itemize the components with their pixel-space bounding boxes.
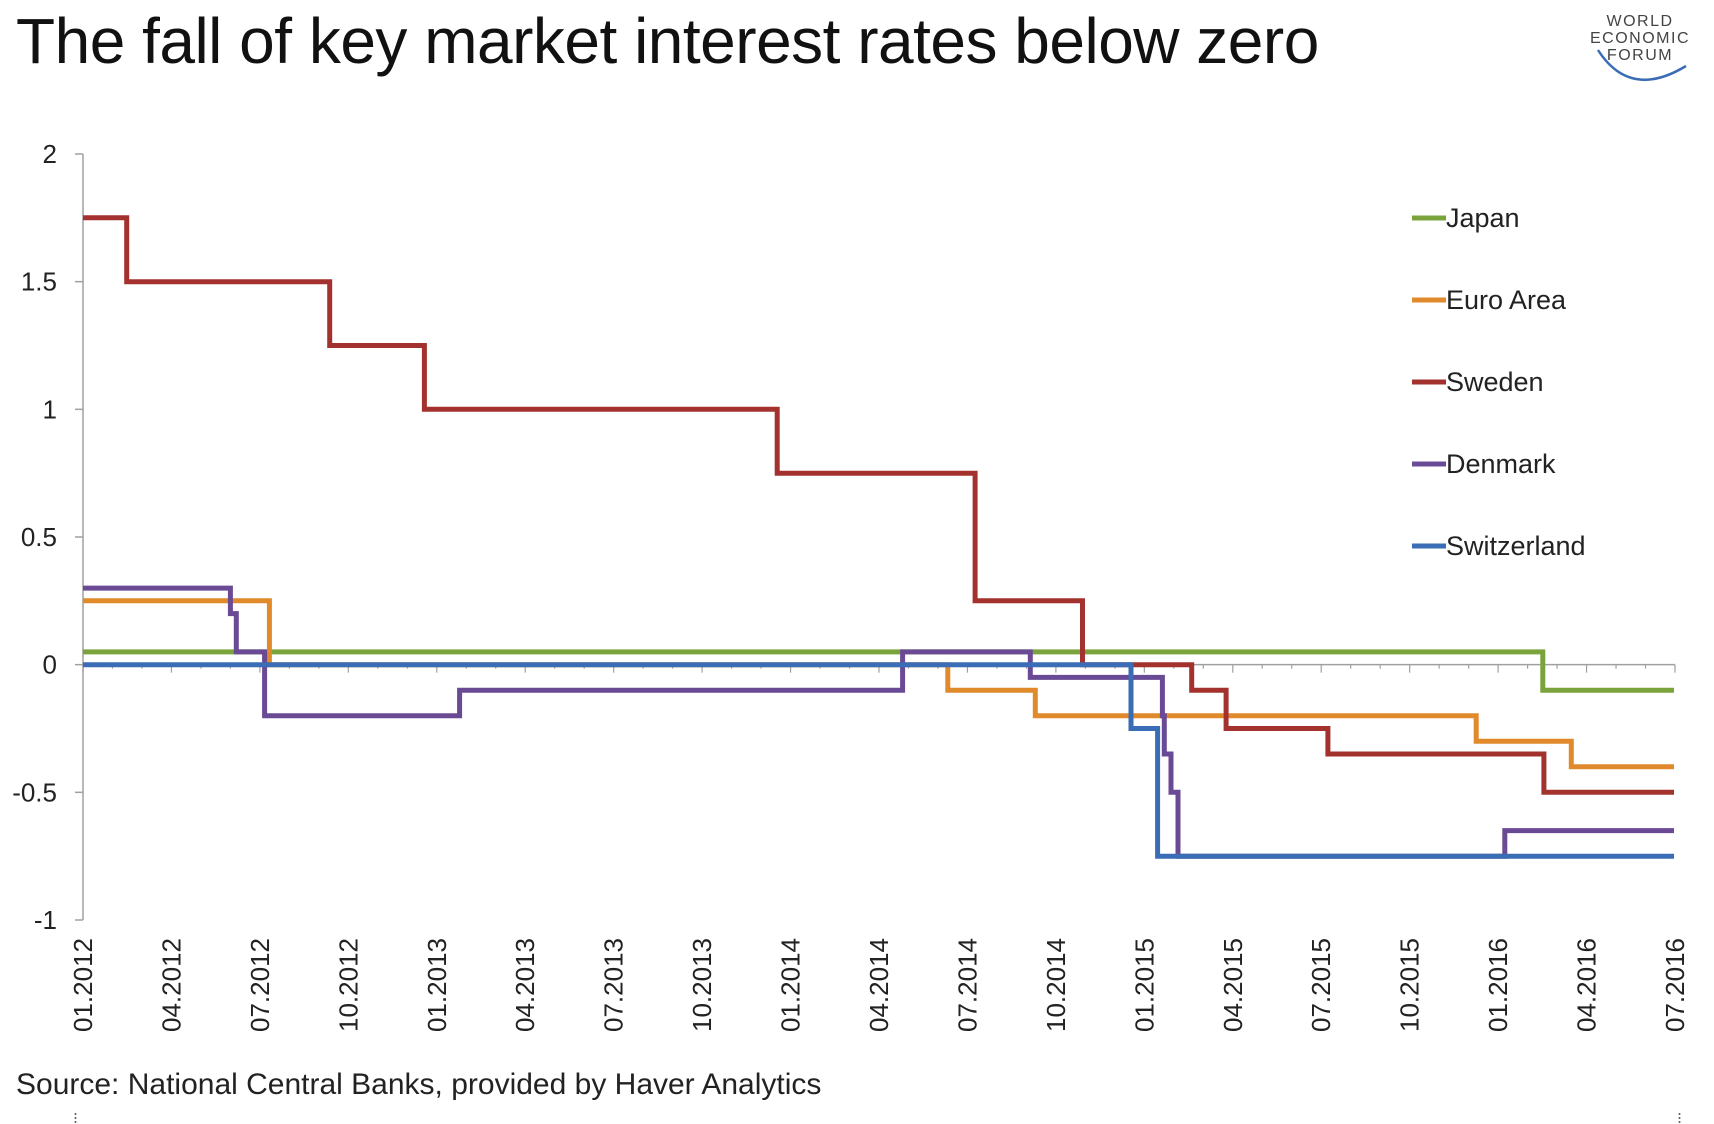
legend-label-sweden: Sweden [1446,367,1544,397]
x-tick-label: 07.2014 [952,938,982,1032]
logo-line-2: ECONOMIC [1590,30,1690,47]
series-line-denmark [83,585,1674,859]
x-tick-label: 01.2016 [1483,938,1513,1032]
x-tick-label: 10.2013 [687,938,717,1032]
x-tick-label: 07.2016 [1660,938,1690,1032]
logo-arc-icon [1596,49,1687,81]
y-tick-label: 0.5 [21,522,57,552]
x-tick-label: 04.2012 [156,938,186,1032]
series-line-euro-area [83,598,1674,770]
chart-title: The fall of key market interest rates be… [16,5,1319,77]
series-line-japan [83,649,1674,693]
x-tick-label: 01.2012 [68,938,98,1032]
x-tick-label: 04.2015 [1218,938,1248,1032]
y-tick-label: 0 [43,650,57,680]
world-economic-forum-logo: WORLD ECONOMIC FORUM [1590,13,1690,81]
y-tick-label: 2 [43,139,57,169]
x-tick-label: 04.2014 [864,938,894,1032]
x-tick-label: 01.2014 [776,938,806,1032]
legend-label-switzerland: Switzerland [1446,531,1586,561]
source-note: Source: National Central Banks, provided… [16,1068,822,1101]
x-tick-label: 01.2015 [1129,938,1159,1032]
legend-label-euro-area: Euro Area [1446,285,1567,315]
x-tick-label: 10.2012 [333,938,363,1032]
resize-handle-right [1678,1113,1681,1123]
y-tick-label: -0.5 [12,777,57,807]
y-tick-label: 1 [43,394,57,424]
resize-handle-left [74,1113,77,1123]
x-tick-label: 07.2012 [245,938,275,1032]
logo-line-1: WORLD [1606,13,1673,30]
x-tick-label: 10.2015 [1395,938,1425,1032]
x-tick-label: 07.2013 [599,938,629,1032]
x-tick-label: 07.2015 [1306,938,1336,1032]
x-tick-label: 04.2016 [1572,938,1602,1032]
y-tick-label: 1.5 [21,267,57,297]
x-tick-label: 04.2013 [510,938,540,1032]
x-tick-label: 10.2014 [1041,938,1071,1032]
x-tick-label: 01.2013 [422,938,452,1032]
legend-label-denmark: Denmark [1446,449,1556,479]
series-line-switzerland [83,662,1674,859]
legend-label-japan: Japan [1446,203,1520,233]
y-tick-label: -1 [34,905,57,935]
series-line-sweden [83,215,1674,795]
logo-line-3: FORUM [1607,47,1673,64]
